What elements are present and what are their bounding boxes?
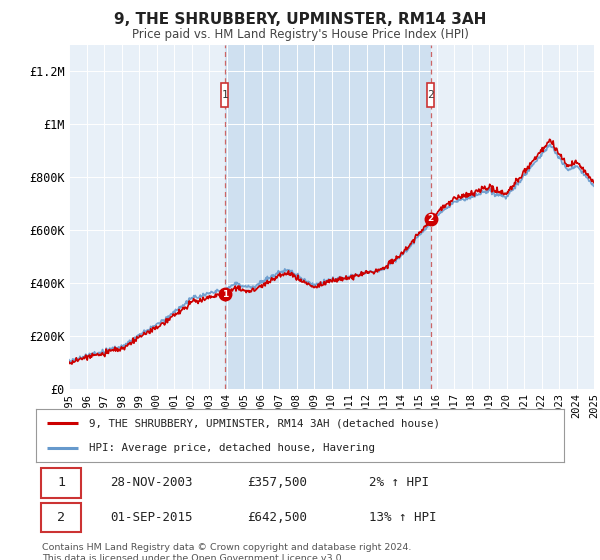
FancyBboxPatch shape xyxy=(41,503,81,532)
Text: 2% ↑ HPI: 2% ↑ HPI xyxy=(368,477,428,489)
Text: 13% ↑ HPI: 13% ↑ HPI xyxy=(368,511,436,524)
Text: Contains HM Land Registry data © Crown copyright and database right 2024.
This d: Contains HM Land Registry data © Crown c… xyxy=(42,543,412,560)
Text: 9, THE SHRUBBERY, UPMINSTER, RM14 3AH: 9, THE SHRUBBERY, UPMINSTER, RM14 3AH xyxy=(114,12,486,27)
Text: 1: 1 xyxy=(222,290,228,299)
Text: 1: 1 xyxy=(57,477,65,489)
Text: Price paid vs. HM Land Registry's House Price Index (HPI): Price paid vs. HM Land Registry's House … xyxy=(131,28,469,41)
Text: £642,500: £642,500 xyxy=(247,511,307,524)
FancyBboxPatch shape xyxy=(427,83,434,107)
FancyBboxPatch shape xyxy=(221,83,229,107)
Text: £357,500: £357,500 xyxy=(247,477,307,489)
Text: 2: 2 xyxy=(427,90,434,100)
Text: 1: 1 xyxy=(221,90,229,100)
Text: 9, THE SHRUBBERY, UPMINSTER, RM14 3AH (detached house): 9, THE SHRUBBERY, UPMINSTER, RM14 3AH (d… xyxy=(89,418,440,428)
Text: 2: 2 xyxy=(428,214,434,223)
Text: 28-NOV-2003: 28-NOV-2003 xyxy=(110,477,193,489)
FancyBboxPatch shape xyxy=(41,468,81,498)
Bar xyxy=(225,45,431,389)
Text: 2: 2 xyxy=(57,511,65,524)
Text: HPI: Average price, detached house, Havering: HPI: Average price, detached house, Have… xyxy=(89,442,375,452)
Text: 01-SEP-2015: 01-SEP-2015 xyxy=(110,511,193,524)
